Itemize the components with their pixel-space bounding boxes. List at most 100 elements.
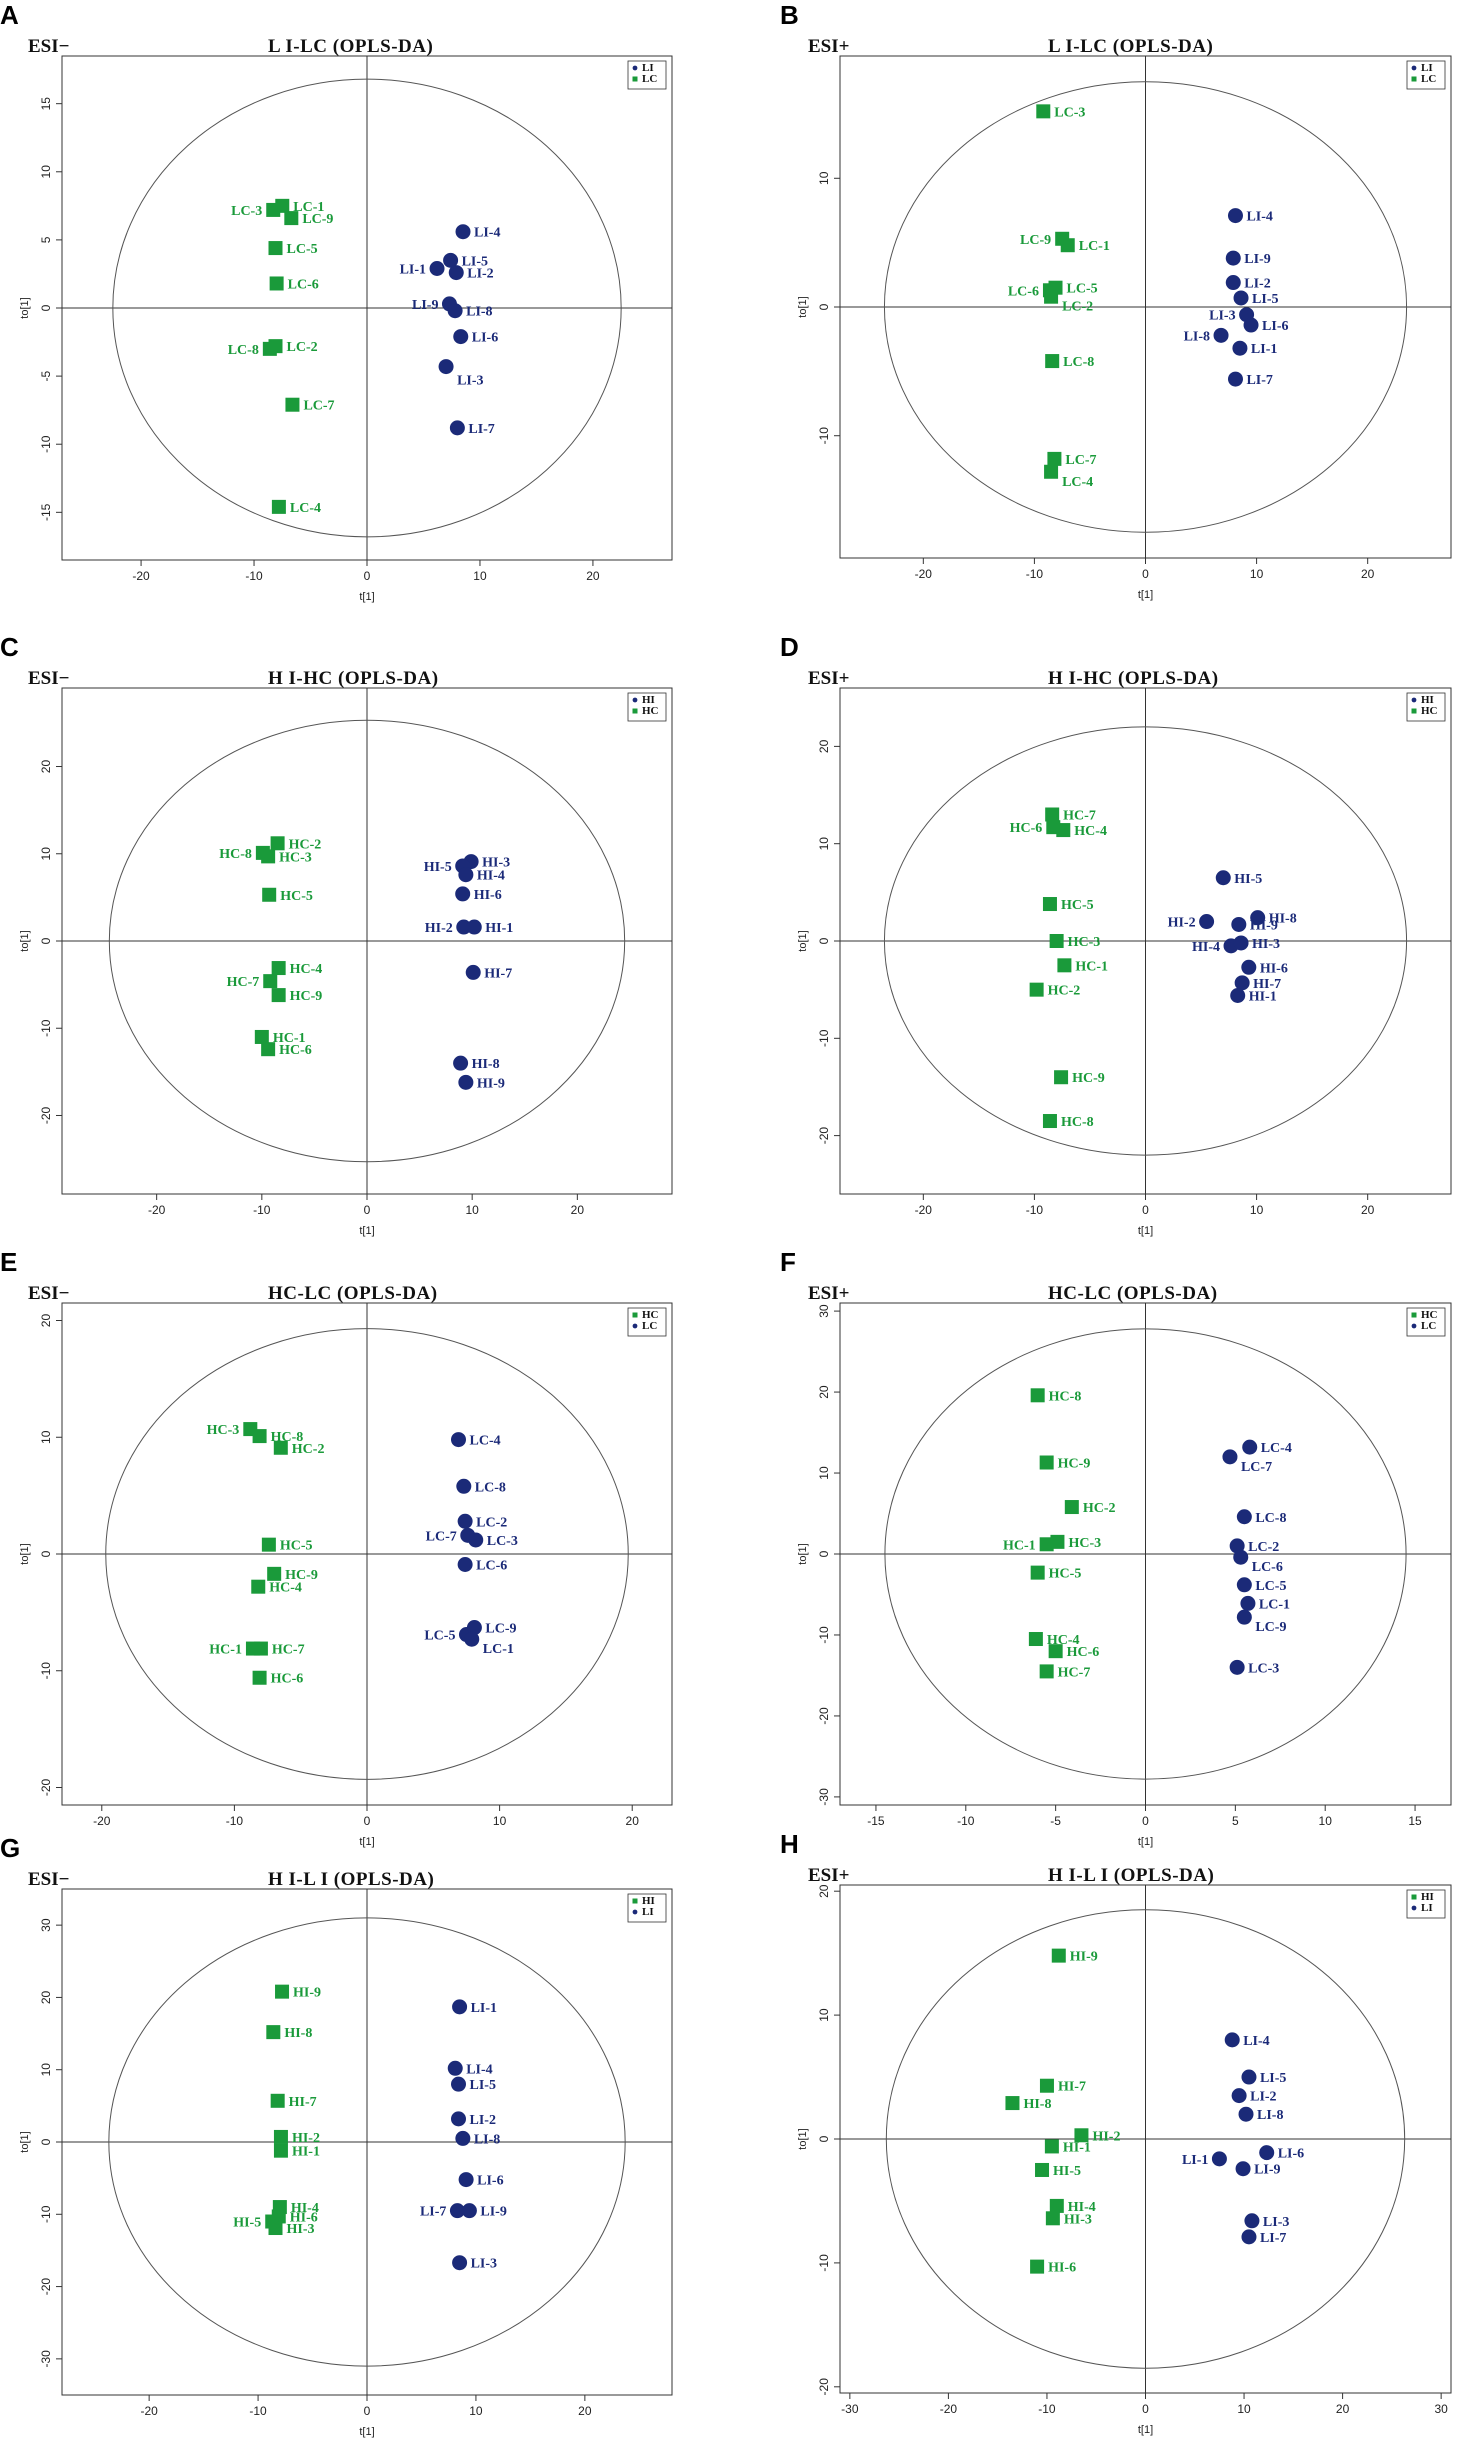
data-point [1236, 1609, 1252, 1625]
data-point [268, 241, 283, 256]
y-tick-label: 0 [39, 1550, 53, 1557]
y-tick-label: 0 [39, 937, 53, 944]
x-tick-label: 20 [1361, 1203, 1375, 1217]
x-tick-label: 0 [364, 1814, 371, 1828]
data-point [453, 329, 469, 345]
hotelling-ellipse [108, 1917, 626, 2367]
point-label: HC-6 [271, 1672, 304, 1687]
x-tick-label: 20 [1361, 567, 1375, 581]
data-point [458, 867, 474, 883]
point-label: LC-9 [302, 212, 333, 227]
data-point [1057, 958, 1072, 973]
point-label: HI-4 [477, 869, 505, 884]
x-axis-label: t[1] [359, 591, 374, 603]
point-label: HC-3 [1068, 1536, 1101, 1551]
x-tick-label: 5 [1232, 1814, 1239, 1828]
y-tick-label: 30 [39, 1918, 53, 1932]
point-label: LI-6 [472, 331, 498, 346]
y-tick-label: 5 [39, 236, 53, 243]
point-label: LC-4 [1062, 475, 1093, 490]
data-point [1224, 2032, 1240, 2048]
x-tick-label: 10 [493, 1814, 507, 1828]
legend-marker [632, 65, 638, 71]
point-label: LI-4 [1243, 2034, 1269, 2049]
hotelling-ellipse [108, 719, 626, 1163]
x-tick-label: -5 [1050, 1814, 1061, 1828]
point-label: LI-7 [1246, 373, 1272, 388]
x-axis-label: t[1] [1138, 1225, 1153, 1237]
point-label: HI-1 [292, 2145, 320, 2160]
point-label: HI-2 [425, 921, 453, 936]
legend-label: HI [642, 1895, 655, 1907]
y-tick-label: -15 [39, 503, 53, 521]
ion-mode-label: ESI+ [808, 36, 849, 57]
data-point [1240, 1595, 1256, 1611]
point-label: HI-5 [1053, 2164, 1081, 2179]
data-point [457, 1513, 473, 1529]
legend-label: LI [1421, 62, 1433, 74]
point-label: LC-5 [1067, 282, 1098, 297]
data-point [458, 2172, 474, 2188]
y-tick-label: 20 [39, 760, 53, 774]
point-label: HC-8 [219, 847, 252, 862]
data-point [268, 339, 283, 354]
data-point [451, 2076, 466, 2092]
x-tick-label: 20 [626, 1814, 640, 1828]
data-point [275, 1984, 290, 1999]
hotelling-ellipse [885, 1909, 1406, 2369]
data-point [1230, 987, 1246, 1003]
point-label: HC-9 [290, 989, 323, 1004]
point-label: HI-6 [290, 2210, 318, 2225]
x-tick-label: -10 [957, 1814, 975, 1828]
hotelling-ellipse [112, 78, 622, 538]
point-label: LI-2 [467, 267, 493, 282]
data-point [461, 2203, 477, 2219]
data-point [285, 397, 300, 412]
panel-e: E ESI− HC-LC (OPLS-DA) -20 -10 0 10 20 -20 -10 0 10… [0, 1247, 673, 1848]
data-point [1233, 1549, 1249, 1565]
point-label: LC-1 [1079, 239, 1110, 254]
data-point [1229, 1538, 1245, 1554]
x-tick-label: -20 [148, 1203, 166, 1217]
point-label: LI-8 [1257, 2108, 1283, 2123]
legend-marker [1411, 1894, 1417, 1900]
point-label: LI-5 [1260, 2071, 1286, 2086]
data-point [1259, 2145, 1275, 2161]
y-tick-label: -10 [817, 2254, 831, 2272]
point-label: HC-2 [289, 837, 322, 852]
point-label: HI-5 [233, 2216, 261, 2231]
point-label: HI-7 [1253, 977, 1281, 992]
data-point [456, 919, 472, 935]
data-point [254, 1029, 269, 1044]
x-tick-label: -20 [915, 1203, 933, 1217]
data-point [271, 499, 286, 514]
point-label: LI-8 [474, 2132, 500, 2147]
y-tick-label: -20 [39, 1106, 53, 1124]
data-point [263, 974, 278, 989]
data-point [1044, 2139, 1059, 2154]
point-label: LC-6 [476, 1559, 507, 1574]
point-label: HI-6 [1260, 961, 1288, 976]
panel-c: C ESI− H I-HC (OPLS-DA) -20 -10 0 10 20 -20 -10 0 1… [0, 632, 673, 1237]
data-point [1005, 2096, 1020, 2111]
data-point [252, 1670, 267, 1685]
point-label: LC-1 [1259, 1597, 1290, 1612]
point-label: LI-3 [1209, 309, 1235, 324]
legend-marker [632, 697, 638, 703]
point-label: HI-2 [1092, 2129, 1120, 2144]
ion-mode-label: ESI+ [808, 1283, 849, 1304]
data-point [1045, 354, 1060, 369]
data-point [1042, 1114, 1057, 1129]
data-point [1243, 317, 1259, 333]
y-tick-label: 20 [39, 1314, 53, 1328]
data-point [443, 252, 459, 268]
data-point [252, 1429, 267, 1444]
point-label: LI-6 [1278, 2147, 1304, 2162]
point-label: LC-4 [290, 501, 321, 516]
x-tick-label: 20 [578, 2404, 592, 2418]
x-tick-label: 0 [364, 2404, 371, 2418]
data-point [253, 1641, 268, 1656]
data-point [284, 211, 299, 226]
legend-label: LC [1421, 73, 1436, 85]
point-label: LC-7 [1065, 453, 1096, 468]
